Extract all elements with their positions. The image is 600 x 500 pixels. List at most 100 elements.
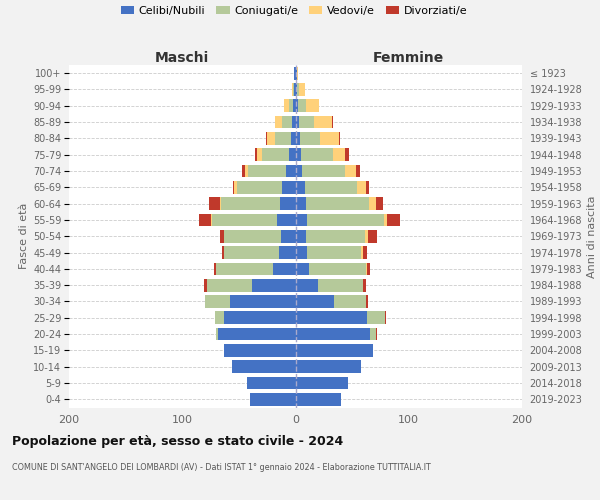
Bar [296, 246, 307, 259]
Bar [366, 181, 369, 194]
Bar [286, 164, 296, 177]
Bar [292, 83, 293, 96]
Legend: Celibi/Nubili, Coniugati/e, Vedovi/e, Divorziati/e: Celibi/Nubili, Coniugati/e, Vedovi/e, Di… [121, 6, 467, 16]
Bar [296, 344, 373, 357]
Bar [296, 198, 305, 210]
Bar [305, 100, 319, 112]
Bar [300, 132, 320, 145]
Bar [293, 83, 295, 96]
Bar [346, 148, 349, 161]
Bar [296, 262, 309, 275]
Bar [207, 279, 253, 291]
Bar [245, 164, 248, 177]
Bar [235, 181, 236, 194]
Bar [309, 262, 366, 275]
Bar [224, 246, 278, 259]
Bar [255, 148, 257, 161]
Bar [282, 181, 296, 194]
Bar [214, 262, 216, 275]
Bar [296, 181, 305, 194]
Bar [299, 83, 305, 96]
Bar [296, 312, 367, 324]
Bar [385, 312, 386, 324]
Bar [216, 262, 273, 275]
Bar [295, 83, 296, 96]
Bar [366, 262, 367, 275]
Bar [224, 230, 281, 242]
Bar [224, 312, 296, 324]
Bar [370, 328, 376, 340]
Bar [267, 132, 275, 145]
Bar [248, 164, 286, 177]
Bar [305, 181, 356, 194]
Bar [296, 376, 347, 390]
Bar [296, 360, 361, 373]
Bar [376, 328, 377, 340]
Bar [278, 246, 296, 259]
Bar [361, 246, 364, 259]
Bar [333, 148, 346, 161]
Bar [346, 164, 356, 177]
Bar [284, 100, 289, 112]
Bar [292, 116, 296, 128]
Bar [262, 148, 289, 161]
Bar [296, 132, 300, 145]
Bar [209, 198, 220, 210]
Bar [199, 214, 211, 226]
Bar [384, 214, 387, 226]
Bar [266, 132, 267, 145]
Bar [296, 214, 307, 226]
Bar [356, 164, 360, 177]
Bar [215, 312, 224, 324]
Bar [296, 230, 305, 242]
Bar [289, 100, 293, 112]
Text: Popolazione per età, sesso e stato civile - 2024: Popolazione per età, sesso e stato civil… [12, 435, 343, 448]
Bar [220, 198, 221, 210]
Bar [320, 132, 338, 145]
Bar [280, 198, 296, 210]
Text: Femmine: Femmine [373, 51, 445, 65]
Bar [307, 214, 384, 226]
Bar [296, 83, 299, 96]
Bar [376, 198, 383, 210]
Bar [296, 393, 341, 406]
Bar [318, 279, 364, 291]
Y-axis label: Anni di nascita: Anni di nascita [587, 195, 596, 278]
Bar [307, 246, 361, 259]
Bar [369, 198, 376, 210]
Bar [296, 100, 298, 112]
Bar [250, 393, 296, 406]
Bar [257, 148, 262, 161]
Bar [282, 116, 292, 128]
Bar [224, 344, 296, 357]
Bar [273, 262, 296, 275]
Bar [230, 295, 296, 308]
Bar [205, 295, 230, 308]
Text: COMUNE DI SANT'ANGELO DEI LOMBARDI (AV) - Dati ISTAT 1° gennaio 2024 - Elaborazi: COMUNE DI SANT'ANGELO DEI LOMBARDI (AV) … [12, 462, 431, 471]
Bar [253, 279, 296, 291]
Bar [296, 328, 370, 340]
Bar [364, 279, 366, 291]
Bar [204, 279, 207, 291]
Bar [305, 230, 365, 242]
Bar [367, 262, 370, 275]
Bar [338, 132, 340, 145]
Bar [247, 376, 296, 390]
Bar [293, 100, 296, 112]
Bar [216, 328, 218, 340]
Bar [366, 295, 368, 308]
Bar [296, 67, 298, 80]
Bar [291, 132, 296, 145]
Bar [296, 279, 318, 291]
Bar [387, 214, 400, 226]
Bar [211, 214, 212, 226]
Bar [364, 246, 367, 259]
Text: Maschi: Maschi [155, 51, 209, 65]
Bar [212, 214, 277, 226]
Bar [242, 164, 245, 177]
Bar [221, 198, 280, 210]
Bar [356, 181, 366, 194]
Bar [277, 214, 296, 226]
Bar [218, 328, 296, 340]
Bar [305, 198, 369, 210]
